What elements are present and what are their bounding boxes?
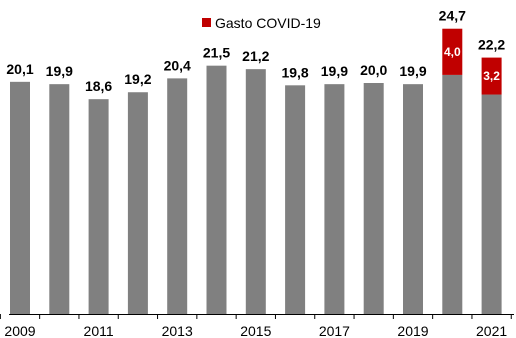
x-tick-label-2021: 2021 — [476, 323, 507, 338]
bar-base-2018 — [363, 83, 384, 314]
bar-base-2016 — [285, 85, 306, 314]
labels-layer: 20,1 19,9 18,6 19,2 20,4 21,5 21,2 19,8 19,9 20,0… — [6, 8, 505, 94]
legend-label-covid: Gasto COVID-19 — [215, 15, 321, 31]
total-label-2018: 20,0 — [360, 62, 387, 78]
bar-base-2017 — [324, 84, 345, 314]
total-label-2011: 18,6 — [85, 78, 112, 94]
bar-covid-2020 — [442, 28, 463, 75]
bar-base-2010 — [49, 84, 70, 314]
bar-covid-2021 — [481, 57, 502, 95]
bar-base-2012 — [127, 92, 148, 315]
chart-legend: Gasto COVID-19 — [202, 15, 321, 31]
bar-base-2009 — [10, 81, 30, 314]
total-label-2010: 19,9 — [46, 63, 73, 79]
total-label-2013: 20,4 — [164, 57, 191, 73]
total-label-2009: 20,1 — [6, 61, 33, 77]
x-axis: 2009 2011 2013 2015 2017 2019 2021 — [0, 314, 514, 338]
covid-label-2021: 3,2 — [483, 69, 500, 83]
bar-base-2020 — [442, 74, 463, 314]
x-tick-label-2009: 2009 — [4, 323, 35, 338]
bar-base-2014 — [206, 65, 227, 314]
bar-base-2011 — [88, 99, 109, 314]
total-label-2021: 22,2 — [478, 37, 505, 53]
x-tick-label-2013: 2013 — [162, 323, 193, 338]
x-tick-label-2017: 2017 — [319, 323, 350, 338]
x-tick-label-2011: 2011 — [84, 323, 114, 338]
total-label-2019: 19,9 — [399, 63, 426, 79]
bar-base-2019 — [403, 84, 423, 314]
covid-label-2020: 4,0 — [444, 45, 461, 59]
total-label-2016: 19,8 — [281, 64, 308, 80]
x-tick-label-2019: 2019 — [397, 323, 428, 338]
bar-base-2013 — [167, 78, 188, 314]
total-label-2017: 19,9 — [321, 63, 348, 79]
x-tick-label-2015: 2015 — [240, 323, 271, 338]
total-label-2014: 21,5 — [203, 45, 230, 61]
legend-swatch-covid — [202, 18, 211, 27]
bars-layer — [10, 28, 502, 315]
bar-base-2021 — [481, 94, 502, 314]
total-label-2015: 21,2 — [242, 48, 269, 64]
total-label-2020: 24,7 — [439, 8, 466, 24]
total-label-2012: 19,2 — [124, 71, 151, 87]
bar-base-2015 — [245, 69, 266, 314]
